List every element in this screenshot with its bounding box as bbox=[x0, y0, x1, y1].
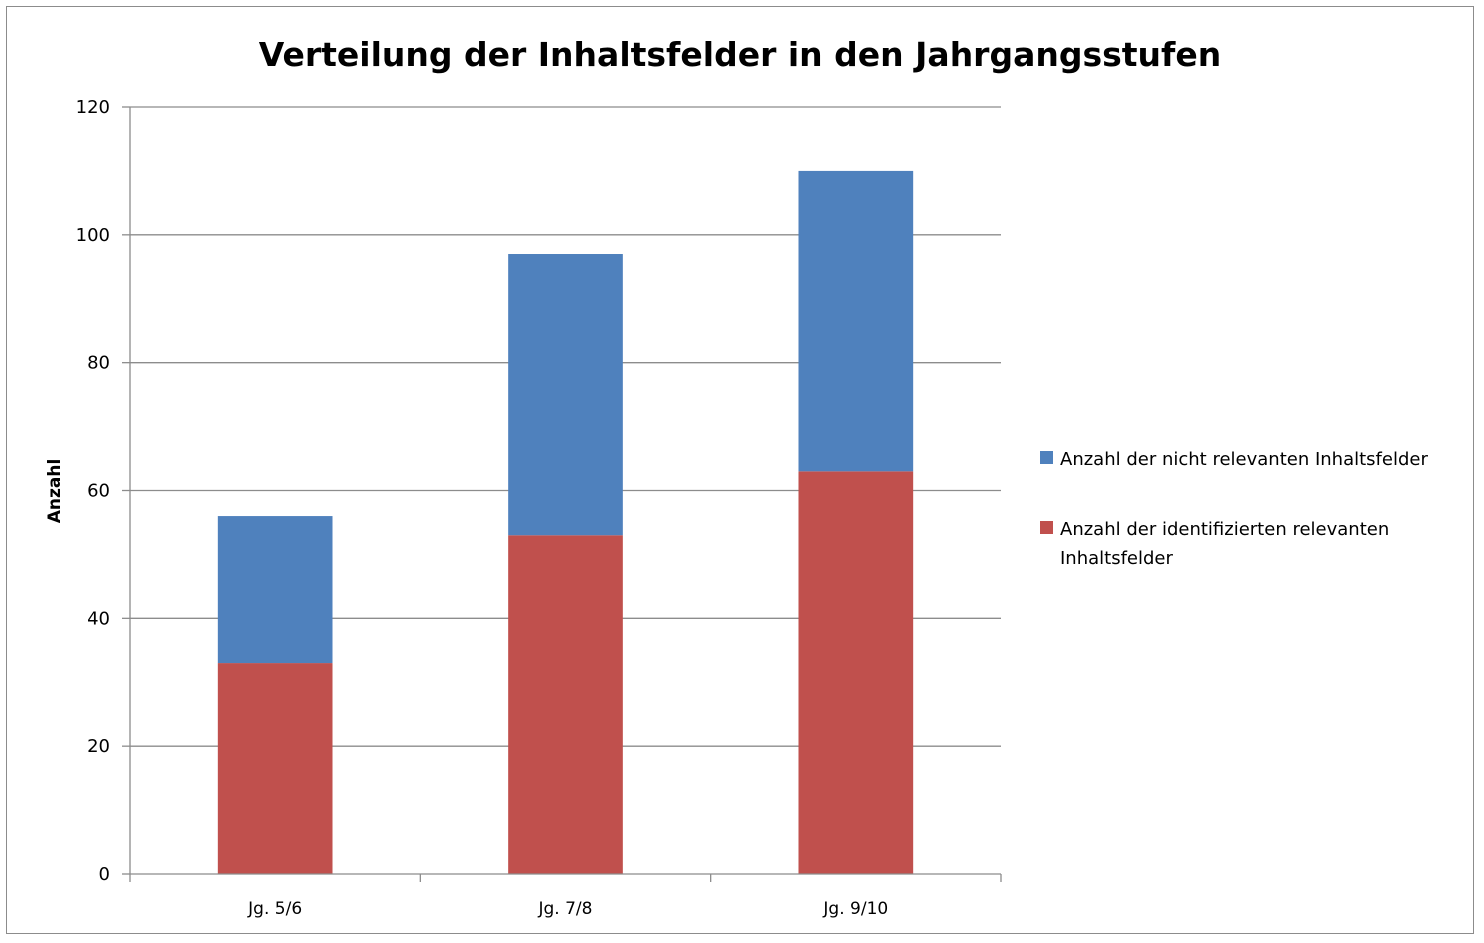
legend-label-2: Anzahl der identifizierten relevanten Inh… bbox=[1060, 519, 1389, 569]
legend: Anzahl der nicht relevanten Inhaltsfelde… bbox=[1040, 449, 1428, 569]
y-tick-label-60: 60 bbox=[87, 481, 110, 502]
legend-swatch-2 bbox=[1040, 521, 1053, 534]
bar-relevant-2 bbox=[508, 535, 623, 874]
legend-swatch-1 bbox=[1040, 451, 1053, 464]
bar-not-relevant-1 bbox=[217, 516, 333, 664]
legend-label-line: Inhaltsfelder bbox=[1060, 548, 1174, 569]
legend-label-1: Anzahl der nicht relevanten Inhaltsfelde… bbox=[1060, 449, 1428, 470]
axes: 0 20 40 60 80 100 120 Jg. 5/6 Jg. 7/8 Jg. 9/10 bbox=[76, 97, 1002, 919]
y-tick-label-120: 120 bbox=[76, 97, 110, 118]
y-axis-title: Anzahl bbox=[45, 459, 65, 524]
bar-not-relevant-3 bbox=[798, 170, 914, 472]
y-tick-label-100: 100 bbox=[76, 225, 110, 246]
legend-label-line: Anzahl der identifizierten relevanten bbox=[1060, 519, 1389, 540]
x-tick-label-2: Jg. 7/8 bbox=[538, 899, 593, 919]
y-tick-label-20: 20 bbox=[87, 736, 110, 757]
x-tick-label-1: Jg. 5/6 bbox=[247, 899, 302, 919]
bar-relevant-1 bbox=[217, 663, 333, 874]
y-tick-label-80: 80 bbox=[87, 353, 110, 374]
legend-label-line: Anzahl der nicht relevanten Inhaltsfelde… bbox=[1060, 449, 1428, 470]
y-tick-label-0: 0 bbox=[99, 864, 110, 885]
chart-title: Verteilung der Inhaltsfelder in den Jahr… bbox=[259, 35, 1222, 74]
bar-relevant-3 bbox=[798, 471, 914, 874]
bars bbox=[217, 170, 914, 874]
y-tick-label-40: 40 bbox=[87, 608, 110, 629]
bar-not-relevant-2 bbox=[508, 254, 623, 536]
x-tick-label-3: Jg. 9/10 bbox=[822, 899, 888, 919]
